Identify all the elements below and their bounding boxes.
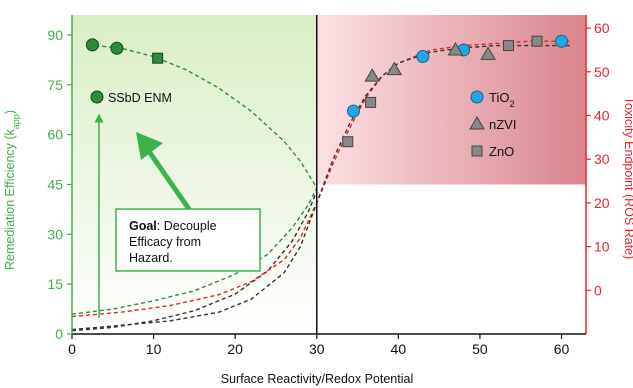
x-tick-label: 0 (68, 341, 76, 357)
data-point-zno (342, 136, 354, 148)
data-point-nzvi (447, 41, 464, 56)
data-point-tio2 (416, 50, 430, 64)
y-right-tick-label: 40 (594, 108, 610, 124)
right-panel-shading (316, 15, 586, 185)
trend-curve-3 (71, 190, 318, 332)
data-point-nzvi (386, 61, 403, 76)
goal-text-line2: Efficacy from (129, 235, 201, 249)
y-right-tick-label: 60 (594, 20, 610, 36)
legend-label-zno: ZnO (489, 144, 514, 159)
x-tick-label: 60 (554, 341, 570, 357)
axes: 0 10 20 30 40 50 60 0 15 30 45 60 75 90 0 10 20 30 40 50 60 (47, 15, 610, 357)
data-point-series-1 (152, 52, 164, 64)
x-axis-label: Surface Reactivity/Redox Potential (221, 372, 413, 386)
data-point-ssbd-enm (110, 41, 124, 55)
data-point-nzvi (364, 68, 381, 82)
data-point-tio2 (346, 104, 360, 118)
y-right-tick-label: 0 (594, 282, 602, 298)
ssbd-enm-text: SSbD ENM (108, 91, 172, 105)
x-tick-label: 10 (146, 341, 162, 357)
data-point-zno (502, 40, 514, 52)
y-left-tick-label: 15 (47, 276, 63, 292)
goal-annotation-box: Goal: Decouple Efficacy from Hazard. (115, 208, 261, 272)
y-right-tick-label: 20 (594, 195, 610, 211)
legend-marker-nzvi (469, 116, 485, 130)
y-axis-label-left: Remediation Efficiency (kapp) (3, 110, 21, 270)
legend-marker-zno (471, 145, 483, 157)
x-tick-label: 50 (472, 341, 488, 357)
x-tick-label: 30 (309, 341, 325, 357)
y-right-tick-label: 50 (594, 64, 610, 80)
y-left-tick-label: 45 (47, 176, 63, 192)
goal-arrow (136, 132, 194, 214)
y-left-tick-label: 0 (55, 326, 63, 342)
data-markers (85, 34, 569, 148)
data-point-nzvi (480, 46, 496, 60)
y-left-tick-label: 90 (47, 27, 63, 43)
legend: TiO2 nZVI ZnO (469, 90, 516, 159)
y-axis-label-right: Toxicity Endpoint (ROS Rate) (622, 97, 633, 260)
left-panel-shading (72, 15, 317, 334)
data-point-zno (365, 96, 377, 108)
trend-curve-2 (71, 187, 318, 315)
y-left-tick-label: 75 (47, 77, 63, 93)
ssbd-enm-label: SSbD ENM (90, 90, 172, 105)
data-point-ssbd-enm (85, 38, 99, 52)
trend-curve-1 (88, 44, 318, 189)
legend-label-nzvi: nZVI (489, 117, 516, 132)
y-left-tick-label: 60 (47, 127, 63, 143)
y-right-tick-label: 10 (594, 239, 610, 255)
y-left-tick-label: 30 (47, 226, 63, 242)
y-right-tick-label: 30 (594, 151, 610, 167)
goal-text-line3: Hazard. (129, 251, 173, 265)
legend-label-tio: TiO2 (489, 90, 514, 109)
plot-background (72, 15, 586, 334)
x-tick-label: 20 (227, 341, 243, 357)
x-tick-label: 40 (391, 341, 407, 357)
goal-text: Goal: Decouple (129, 219, 217, 233)
legend-marker-tio (470, 90, 484, 104)
trend-curve-4 (71, 40, 570, 318)
data-point-tio2 (555, 34, 569, 48)
data-point-zno (531, 35, 543, 47)
ssbd-enm-marker (90, 90, 104, 104)
